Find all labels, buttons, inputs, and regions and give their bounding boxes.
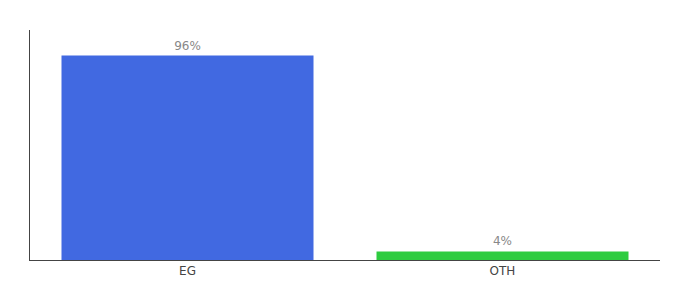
svg-text:4%: 4% [493, 234, 512, 248]
svg-text:96%: 96% [174, 39, 201, 53]
svg-text:OTH: OTH [490, 264, 516, 278]
svg-text:EG: EG [179, 264, 196, 278]
